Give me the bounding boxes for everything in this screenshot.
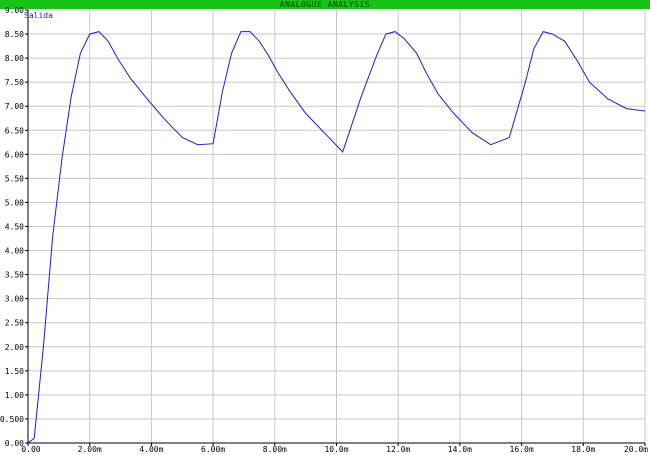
x-tick-label: 14.0m	[448, 445, 472, 454]
y-tick-label: 0.500	[0, 415, 24, 424]
y-tick-label: 8.50	[5, 30, 24, 39]
y-tick-label: 1.50	[5, 367, 24, 376]
y-tick-label: 2.00	[5, 343, 24, 352]
series-line-salida	[27, 31, 646, 444]
x-tick-label: 16.0m	[510, 445, 534, 454]
x-tick-label: 18.0m	[571, 445, 595, 454]
x-tick-label: 12.0m	[386, 445, 410, 454]
y-tick-label: 5.00	[5, 198, 24, 207]
y-tick-label: 6.50	[5, 126, 24, 135]
y-tick-label: 4.00	[5, 247, 24, 256]
x-tick-label: 0.00	[21, 445, 40, 454]
x-tick-labels: 0.00 2.00m 4.00m 6.00m 8.00m 10.0m 12.0m 14.0m 1…	[21, 445, 648, 454]
x-tick-label: 4.00m	[139, 445, 163, 454]
y-tick-label: 5.50	[5, 174, 24, 183]
y-tick-label: 7.50	[5, 78, 24, 87]
y-tick-label: 3.00	[5, 295, 24, 304]
x-tick-label: 6.00m	[201, 445, 225, 454]
y-tick-label: 6.00	[5, 150, 24, 159]
x-tick-label: 10.0m	[324, 445, 348, 454]
y-tick-label: 4.50	[5, 223, 24, 232]
y-tick-labels: 0.00 0.500 1.00 1.50 2.00 2.50 3.00 3.50 4.00 4.5…	[0, 6, 24, 448]
x-tick-label: 2.00m	[78, 445, 102, 454]
y-tick-label: 8.00	[5, 54, 24, 63]
y-tick-label: 7.00	[5, 102, 24, 111]
y-tick-label: 0.00	[5, 439, 24, 448]
legend-entry-salida: Salida	[24, 11, 53, 20]
x-tick-label: 8.00m	[263, 445, 287, 454]
y-tick-label: 2.50	[5, 319, 24, 328]
chart-axes	[25, 9, 646, 446]
y-tick-label: 9.00	[5, 6, 24, 15]
y-tick-label: 1.00	[5, 391, 24, 400]
x-tick-label: 20.0m	[624, 445, 648, 454]
y-tick-label: 3.50	[5, 271, 24, 280]
window-title-bar: ANALOGUE ANALYSIS	[0, 0, 650, 9]
